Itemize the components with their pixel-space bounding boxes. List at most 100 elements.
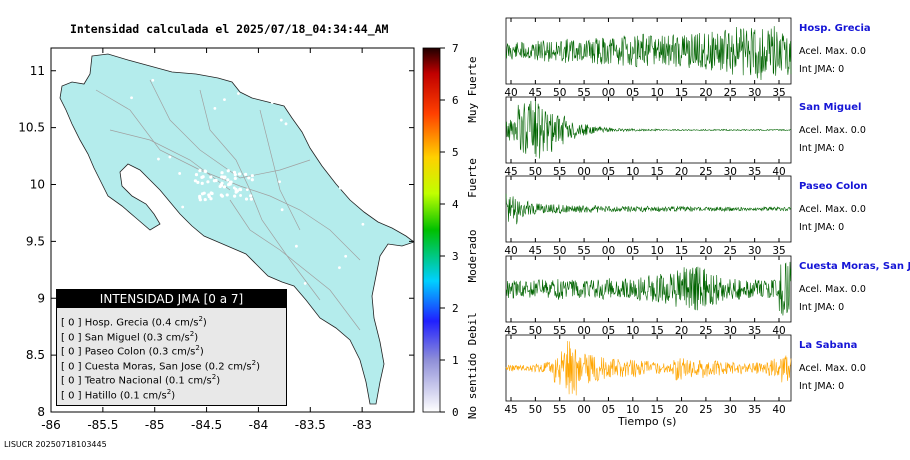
legend-pga-exponent: 2 <box>198 315 203 323</box>
station-name: La Sabana <box>799 340 858 351</box>
colorbar-tick-label: 5 <box>452 146 459 159</box>
colorbar-tick-label: 4 <box>452 198 459 211</box>
time-tick-label: 15 <box>650 404 663 416</box>
station-dot <box>233 194 237 198</box>
legend-intensity: [ 0 ] <box>61 346 85 358</box>
time-tick-label: 50 <box>529 325 542 337</box>
station-dot <box>270 101 274 104</box>
colorbar-category-label: Fuerte <box>466 158 479 198</box>
y-tick-label: 10.5 <box>18 121 45 135</box>
legend-pga-exponent: 2 <box>189 329 195 338</box>
legend-station: San Miguel <box>84 331 143 343</box>
station-dot <box>226 169 230 173</box>
station-dot <box>200 181 204 185</box>
time-tick-label: 00 <box>602 87 615 99</box>
station-jma-intensity: Int JMA: 0 <box>799 143 845 154</box>
legend-pga: (0.4 cm/s <box>151 317 199 329</box>
y-tick-label: 11 <box>30 64 45 78</box>
time-tick-label: 40 <box>772 325 785 337</box>
station-max-accel: Acel. Max. 0.0 <box>799 363 866 374</box>
x-tick-label: -85.5 <box>87 418 118 432</box>
time-tick-label: 50 <box>529 166 542 178</box>
station-dot <box>239 194 242 197</box>
time-tick-label: 55 <box>553 404 566 416</box>
time-tick-label: 35 <box>772 87 785 99</box>
time-tick-label: 10 <box>650 245 663 257</box>
time-tick-label: 40 <box>772 166 785 178</box>
station-dot <box>338 266 341 270</box>
station-dot <box>193 179 198 183</box>
legend-pga: (0.3 cm/s <box>142 331 190 343</box>
station-dot <box>344 254 348 258</box>
time-tick-label: 15 <box>650 166 663 178</box>
legend-station: Hatillo <box>84 389 120 401</box>
time-tick-label: 10 <box>626 404 639 416</box>
colorbar-category-label: No sentido <box>466 353 479 419</box>
map-title: Intensidad calculada el 2025/07/18_04:34… <box>70 22 389 36</box>
colorbar-category-label: Moderado <box>466 230 479 283</box>
waveform-panels: 40 45 50 55 00 05 10 15 20 25 30 35 45 50 55 00 05 10 15 20… <box>504 17 792 416</box>
station-dot <box>178 172 182 175</box>
legend-pga: (0.2 cm/s <box>204 360 252 372</box>
colorbar-tick-label: 0 <box>452 406 459 419</box>
station-dot <box>203 197 207 202</box>
time-tick-label: 10 <box>626 166 639 178</box>
station-dot <box>125 171 129 174</box>
x-tick-label: -85 <box>145 418 165 432</box>
y-tick-label: 9 <box>37 291 45 305</box>
legend-row: [ 0 ] Teatro Nacional (0.1 cm/s2) <box>61 373 221 387</box>
station-dot <box>313 316 317 320</box>
time-tick-label: 40 <box>504 245 517 257</box>
station-dot <box>110 275 114 279</box>
intensity-legend: INTENSIDAD JMA [0 a 7] [ 0 ] Hosp. Greci… <box>56 289 287 406</box>
time-tick-label: 05 <box>626 245 639 257</box>
time-tick-label: 35 <box>748 325 761 337</box>
station-dot <box>237 92 240 95</box>
waveform-trace <box>505 261 792 316</box>
time-tick-label: 40 <box>504 87 517 99</box>
time-tick-label: 45 <box>504 325 517 337</box>
time-tick-label: 00 <box>577 404 590 416</box>
station-max-accel: Acel. Max. 0.0 <box>799 125 866 136</box>
x-tick-label: -84 <box>249 418 269 432</box>
footer-id: LISUCR 20250718103445 <box>4 440 107 449</box>
station-dot <box>247 176 251 180</box>
time-tick-label: 00 <box>577 325 590 337</box>
legend-pga: (0.3 cm/s <box>148 346 196 358</box>
time-tick-label: 30 <box>748 87 761 99</box>
station-dot <box>250 178 254 182</box>
time-tick-label: 35 <box>772 245 785 257</box>
colorbar-category-label: Muy Fuerte <box>466 56 479 122</box>
time-tick-label: 30 <box>748 245 761 257</box>
waveform-frame <box>505 255 792 323</box>
waveform-panel: 45 50 55 00 05 10 15 20 25 30 35 40 <box>504 334 792 416</box>
station-dot <box>130 96 133 100</box>
time-tick-label: 35 <box>748 166 761 178</box>
legend-row: [ 0 ] San Miguel (0.3 cm/s2) <box>61 329 199 343</box>
colorbar-tick-label: 3 <box>452 250 459 263</box>
colorbar-tick-label: 2 <box>452 302 459 315</box>
station-dot <box>209 197 213 201</box>
station-dot <box>200 192 205 196</box>
time-tick-label: 00 <box>602 245 615 257</box>
waveform-panel: 45 50 55 00 05 10 15 20 25 30 35 40 <box>504 96 792 178</box>
time-tick-label: 30 <box>724 325 737 337</box>
station-dot <box>213 106 217 110</box>
time-tick-label: 50 <box>529 404 542 416</box>
station-dot <box>250 174 254 178</box>
time-tick-label: 15 <box>675 87 688 99</box>
station-dot <box>233 176 237 181</box>
station-dot <box>225 193 229 197</box>
time-tick-label: 55 <box>577 87 590 99</box>
waveform-panel: 40 45 50 55 00 05 10 15 20 25 30 35 <box>504 175 792 257</box>
legend-row: [ 0 ] Hatillo (0.1 cm/s2) <box>61 387 176 401</box>
y-tick-label: 8.5 <box>26 348 45 362</box>
station-dot <box>220 194 224 198</box>
time-tick-label: 05 <box>602 166 615 178</box>
station-dot <box>226 178 230 182</box>
colorbar-tick-label: 7 <box>452 42 459 55</box>
station-dot <box>122 174 125 178</box>
station-max-accel: Acel. Max. 0.0 <box>799 46 866 57</box>
station-dot <box>249 194 253 198</box>
time-tick-label: 25 <box>699 404 712 416</box>
